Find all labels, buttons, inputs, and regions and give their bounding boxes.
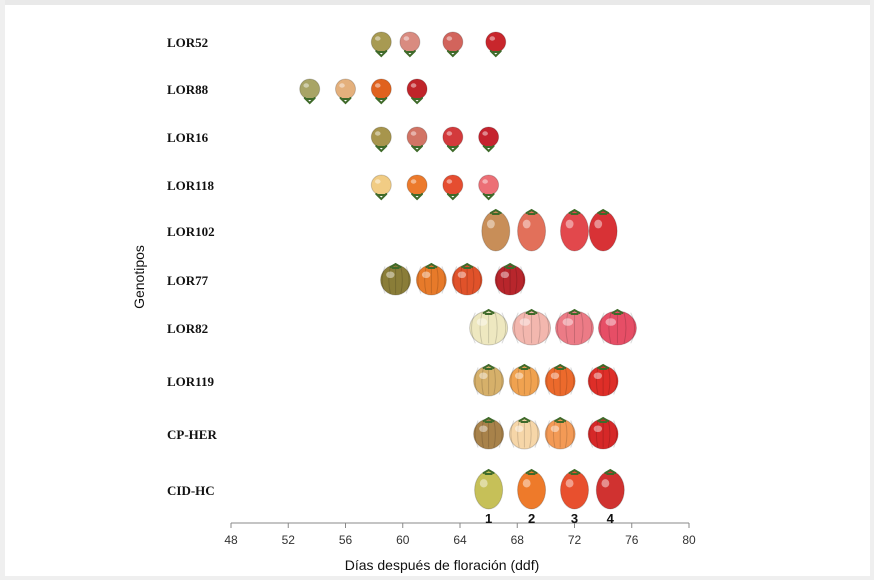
x-tick-label: 72 [568, 533, 582, 547]
fruit-point [370, 126, 392, 153]
fruit-point [406, 174, 428, 201]
fruit-point [595, 468, 625, 510]
fruit-point [485, 31, 507, 58]
stage-label: 2 [528, 511, 535, 526]
stage-label: 1 [485, 511, 492, 526]
fruit-point [560, 208, 589, 252]
genotype-label: LOR82 [167, 321, 208, 336]
x-axis-title: Días después de floración (ddf) [345, 557, 540, 573]
stage-label: 3 [571, 511, 578, 526]
x-tick-label: 56 [339, 533, 353, 547]
fruit-point [442, 126, 464, 153]
fruit-point [370, 31, 392, 58]
fruit-point [508, 416, 540, 450]
stage-labels: 1 2 3 4 [485, 511, 615, 526]
genotype-label: LOR88 [167, 82, 209, 97]
fruit-markers [299, 31, 637, 510]
fruit-point [474, 468, 504, 510]
x-tick-label: 52 [282, 533, 296, 547]
fruit-point [544, 363, 576, 397]
fruit-point [406, 126, 428, 153]
fruit-point [517, 208, 547, 252]
fruit-point [415, 262, 447, 296]
x-axis: 48 52 56 60 64 68 72 76 80 [224, 522, 696, 547]
frame-border-left [0, 0, 5, 580]
frame-border-top [0, 0, 874, 5]
fruit-point [370, 174, 392, 201]
fruit-point [478, 174, 500, 201]
fruit-point [473, 363, 505, 397]
x-tick-label: 60 [396, 533, 410, 547]
genotype-label: LOR118 [167, 178, 214, 193]
fruit-point [560, 468, 589, 510]
fruit-point [517, 468, 547, 510]
x-tick-label: 64 [453, 533, 467, 547]
fruit-point [588, 208, 618, 252]
fruit-point [380, 262, 412, 296]
fruit-point [587, 363, 619, 397]
fruit-point [399, 31, 421, 58]
y-axis-title: Genotipos [131, 245, 147, 309]
fruit-point [442, 31, 464, 58]
fruit-point [469, 308, 509, 346]
x-tick-label: 48 [224, 533, 238, 547]
genotype-label: LOR52 [167, 35, 208, 50]
fruit-point [370, 78, 392, 105]
stage-label: 4 [607, 511, 615, 526]
fruit-point [481, 208, 511, 252]
fruit-point [555, 308, 594, 346]
genotype-label: CP-HER [167, 427, 217, 442]
frame-border-right [870, 0, 874, 580]
genotype-label: LOR102 [167, 224, 215, 239]
genotype-label: CID-HC [167, 483, 215, 498]
fruit-point [587, 416, 619, 450]
fruit-point [442, 174, 464, 201]
fruit-point [597, 308, 637, 346]
x-tick-label: 68 [511, 533, 525, 547]
fruit-point [544, 416, 576, 450]
fruit-point [494, 262, 526, 296]
genotype-label: LOR77 [167, 273, 209, 288]
fruit-point [299, 78, 321, 105]
fruit-point [335, 78, 356, 105]
x-tick-label: 76 [625, 533, 639, 547]
fruit-point [473, 416, 505, 450]
genotype-labels: LOR52 LOR88 LOR16 LOR118 LOR102 LOR77 LOR82 LOR… [167, 35, 217, 498]
genotype-label: LOR119 [167, 374, 214, 389]
genotype-label: LOR16 [167, 130, 209, 145]
frame-border-bottom [0, 576, 874, 580]
fruit-point [478, 126, 500, 153]
fruit-point [406, 78, 428, 105]
fruit-point [451, 262, 483, 296]
fruit-point [508, 363, 540, 397]
fruit-point [512, 308, 552, 346]
x-tick-label: 80 [682, 533, 696, 547]
